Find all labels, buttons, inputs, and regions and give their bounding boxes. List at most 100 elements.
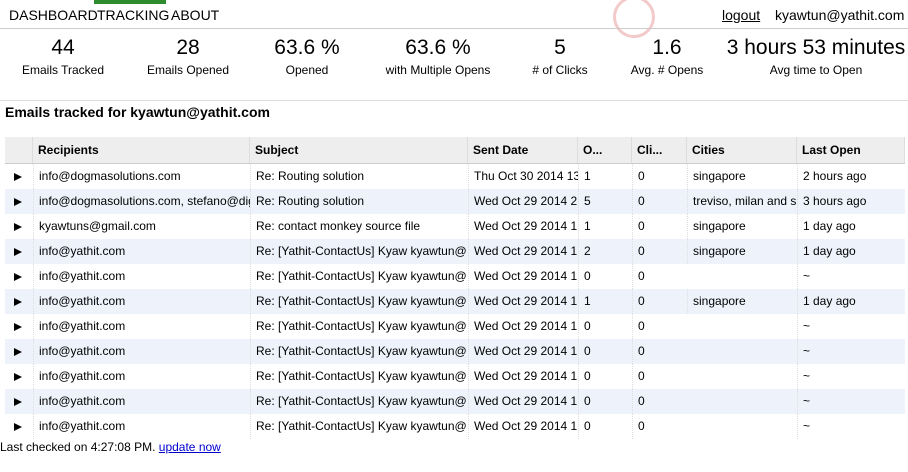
table-cell: Re: Routing solution [250, 164, 468, 189]
table-cell: 0 [632, 339, 687, 364]
table-cell: Wed Oct 29 2014 1 [468, 364, 578, 389]
table-cell: ~ [797, 364, 905, 389]
stat-label: Avg. # Opens [630, 63, 704, 77]
table-cell: 0 [578, 364, 632, 389]
table-cell: 0 [578, 414, 632, 439]
expand-arrow[interactable] [13, 197, 23, 207]
table-row[interactable]: info@yathit.com Re: [Yathit-ContactUs] Ky… [5, 414, 905, 439]
table-cell: 0 [632, 289, 687, 314]
footer-text: Last checked on 4:27:08 PM. [0, 440, 156, 454]
table-row[interactable]: kyawtuns@gmail.com Re: contact monkey sou… [5, 214, 905, 239]
nav-tracking[interactable]: TRACKING [97, 7, 170, 23]
table-cell: Wed Oct 29 2014 2 [468, 189, 578, 214]
table-row[interactable]: info@yathit.com Re: [Yathit-ContactUs] Ky… [5, 264, 905, 289]
header-cell[interactable]: Sent Date [468, 137, 578, 163]
table-cell: Re: [Yathit-ContactUs] Kyaw kyawtun@ [250, 289, 468, 314]
header-cell[interactable]: O... [578, 137, 632, 163]
table-cell: 0 [632, 239, 687, 264]
table-cell: Thu Oct 30 2014 13 [468, 164, 578, 189]
table-cell: 0 [632, 164, 687, 189]
table-cell: 0 [632, 389, 687, 414]
table-cell: 3 hours ago [797, 189, 905, 214]
header-cell[interactable]: Cli... [632, 137, 687, 163]
table-cell: Re: contact monkey source file [250, 214, 468, 239]
table-row[interactable]: info@yathit.com Re: [Yathit-ContactUs] Ky… [5, 339, 905, 364]
expand-arrow[interactable] [13, 397, 23, 407]
expand-arrow[interactable] [13, 297, 23, 307]
header-cell[interactable]: Last Open [797, 137, 905, 163]
stat-label: Emails Opened [146, 63, 230, 77]
divider [0, 28, 908, 29]
table-row[interactable]: info@dogmasolutions.com, stefano@dig Re: … [5, 189, 905, 214]
active-tab-bar [94, 0, 166, 4]
table-cell: 2 hours ago [797, 164, 905, 189]
table-row[interactable]: info@yathit.com Re: [Yathit-ContactUs] Ky… [5, 364, 905, 389]
stat-value: 63.6 % [405, 36, 471, 59]
table-row[interactable]: info@yathit.com Re: [Yathit-ContactUs] Ky… [5, 239, 905, 264]
nav-dashboard[interactable]: DASHBOARD [9, 7, 98, 23]
footer: Last checked on 4:27:08 PM. update now [0, 440, 221, 454]
table-cell: Re: [Yathit-ContactUs] Kyaw kyawtun@ [250, 389, 468, 414]
expand-arrow[interactable] [13, 347, 23, 357]
table-cell: info@yathit.com [33, 239, 250, 264]
expand-arrow[interactable] [13, 172, 23, 182]
table-cell: 1 day ago [797, 214, 905, 239]
table-cell: 5 [578, 189, 632, 214]
table-cell: Re: [Yathit-ContactUs] Kyaw kyawtun@ [250, 264, 468, 289]
table-cell: ~ [797, 264, 905, 289]
stat-label: Emails Tracked [21, 63, 105, 77]
table-cell: info@dogmasolutions.com, stefano@dig [33, 189, 250, 214]
table-cell: 0 [632, 364, 687, 389]
stat-value: 5 [554, 36, 566, 59]
table-cell: singapore [687, 239, 797, 264]
table-cell: info@yathit.com [33, 289, 250, 314]
header-cell[interactable]: Subject [250, 137, 468, 163]
nav-about[interactable]: ABOUT [171, 7, 220, 23]
header-cell[interactable]: Recipients [33, 137, 250, 163]
table-cell: 1 [578, 214, 632, 239]
table-row[interactable]: info@dogmasolutions.com Re: Routing solut… [5, 164, 905, 189]
table-cell: 1 day ago [797, 239, 905, 264]
table-cell: Wed Oct 29 2014 1 [468, 314, 578, 339]
table-cell: 0 [578, 339, 632, 364]
table-row[interactable]: info@yathit.com Re: [Yathit-ContactUs] Ky… [5, 389, 905, 414]
expand-arrow[interactable] [13, 222, 23, 232]
table-cell: 1 [578, 289, 632, 314]
update-link[interactable]: update now [158, 440, 221, 454]
click-indicator [613, 0, 655, 38]
table-cell: 0 [632, 264, 687, 289]
stat-label: with Multiple Opens [385, 63, 491, 77]
table-cell: info@yathit.com [33, 314, 250, 339]
stat-value: 1.6 [652, 36, 682, 59]
header-cell [5, 137, 33, 163]
table-cell: Re: [Yathit-ContactUs] Kyaw kyawtun@ [250, 239, 468, 264]
heading: Emails tracked for kyawtun@yathit.com [5, 104, 270, 120]
expand-arrow[interactable] [13, 322, 23, 332]
table-cell: 0 [632, 314, 687, 339]
stat-label: Opened [285, 63, 329, 77]
table-cell: Wed Oct 29 2014 1 [468, 389, 578, 414]
expand-arrow[interactable] [13, 422, 23, 432]
expand-arrow[interactable] [13, 247, 23, 257]
table-cell: 0 [578, 264, 632, 289]
table-cell: Re: [Yathit-ContactUs] Kyaw kyawtun@ [250, 314, 468, 339]
table-row[interactable]: info@yathit.com Re: [Yathit-ContactUs] Ky… [5, 314, 905, 339]
table-cell: Wed Oct 29 2014 1 [468, 414, 578, 439]
table-cell: 0 [632, 414, 687, 439]
stat-value: 3 hours 53 minutes [726, 36, 906, 59]
table-cell: singapore [687, 164, 797, 189]
table-cell: ~ [797, 389, 905, 414]
table-cell: Wed Oct 29 2014 1 [468, 339, 578, 364]
table-cell: singapore [687, 289, 797, 314]
table-cell: treviso, milan and s [687, 189, 797, 214]
stat-value: 28 [176, 36, 200, 59]
table-cell: info@yathit.com [33, 414, 250, 439]
expand-arrow[interactable] [13, 272, 23, 282]
logout-link[interactable]: logout [722, 7, 761, 23]
table-row[interactable]: info@yathit.com Re: [Yathit-ContactUs] Ky… [5, 289, 905, 314]
header-cell[interactable]: Cities [687, 137, 797, 163]
table-cell: ~ [797, 314, 905, 339]
expand-arrow[interactable] [13, 372, 23, 382]
table-cell: info@dogmasolutions.com [33, 164, 250, 189]
